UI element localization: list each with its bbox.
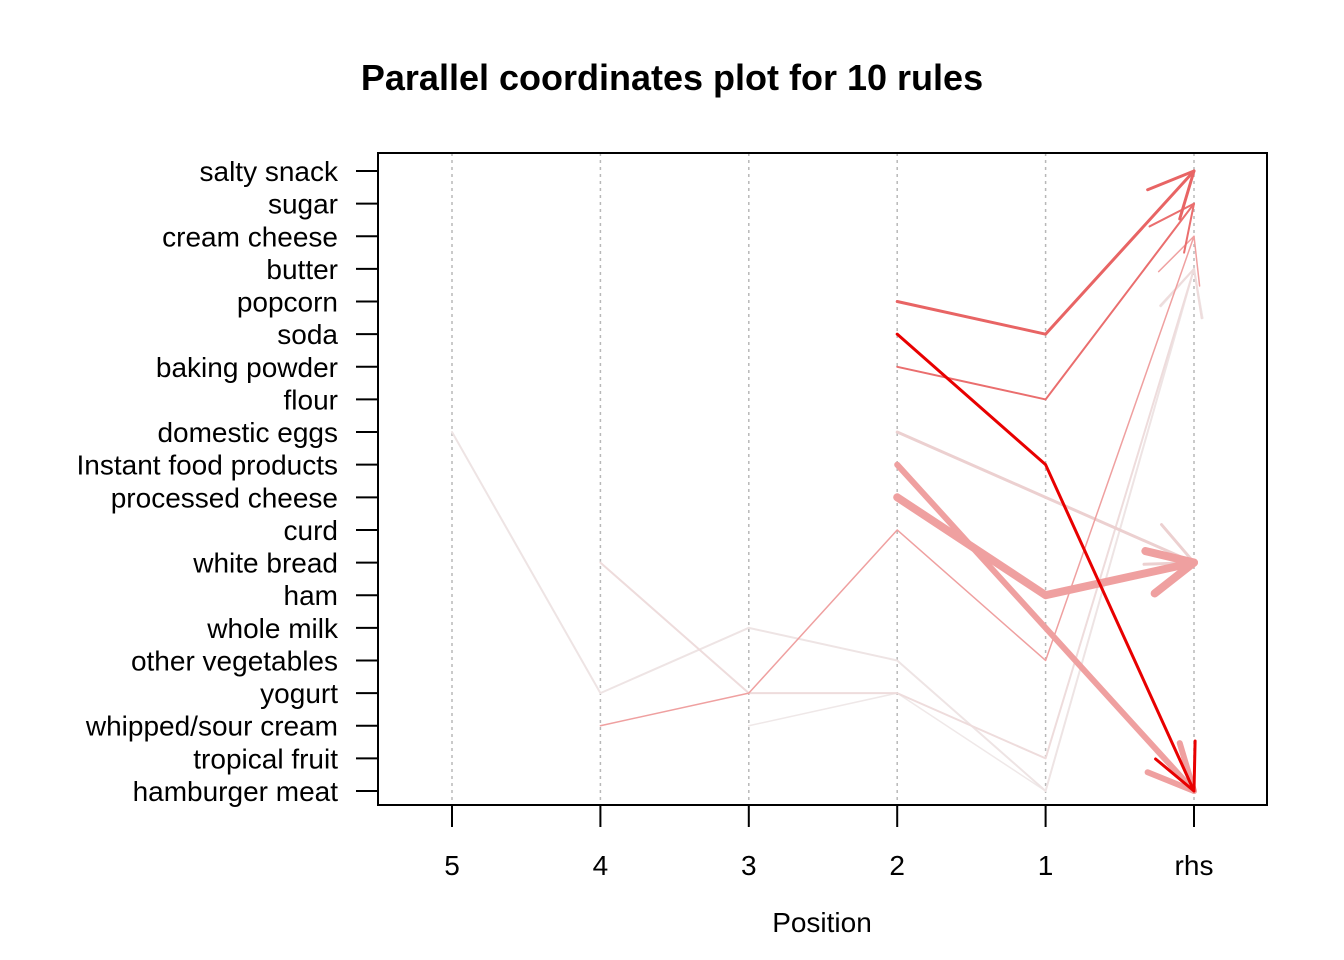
y-tick-label: whipped/sour cream bbox=[85, 711, 338, 742]
y-tick-label: other vegetables bbox=[131, 645, 338, 676]
rule-line bbox=[599, 235, 1195, 727]
rule-line bbox=[895, 430, 1196, 565]
rule-6 bbox=[895, 430, 1196, 566]
y-tick-label: ham bbox=[284, 580, 338, 611]
y-tick-label: salty snack bbox=[200, 156, 339, 187]
rule-arrowhead bbox=[1159, 267, 1203, 320]
x-tick-label: 3 bbox=[741, 850, 757, 881]
y-tick-label: popcorn bbox=[237, 287, 338, 318]
y-tick-label: soda bbox=[277, 319, 338, 350]
rule-line bbox=[895, 169, 1196, 336]
x-tick-label: 2 bbox=[889, 850, 905, 881]
x-tick-label: 1 bbox=[1038, 850, 1054, 881]
y-tick-label: white bread bbox=[192, 548, 338, 579]
grid-lines bbox=[451, 153, 1195, 805]
y-tick-label: tropical fruit bbox=[193, 743, 338, 774]
y-tick-label: curd bbox=[284, 515, 338, 546]
y-tick-label: butter bbox=[266, 254, 338, 285]
rule-9 bbox=[451, 267, 1204, 792]
rule-line bbox=[599, 267, 1195, 760]
rule-arrowhead bbox=[1146, 169, 1196, 221]
rule-3 bbox=[895, 332, 1197, 793]
rule-1 bbox=[895, 169, 1196, 336]
x-tick-label: 4 bbox=[593, 850, 609, 881]
y-tick-label: cream cheese bbox=[162, 221, 338, 252]
x-tick-label: 5 bbox=[444, 850, 460, 881]
chart-title: Parallel coordinates plot for 10 rules bbox=[361, 57, 983, 98]
rule-lines bbox=[451, 169, 1204, 794]
rule-line bbox=[895, 332, 1196, 793]
y-tick-label: flour bbox=[284, 384, 338, 415]
y-tick-label: hamburger meat bbox=[133, 776, 339, 807]
rule-7 bbox=[599, 235, 1201, 727]
rule-line bbox=[748, 268, 1195, 792]
y-tick-label: domestic eggs bbox=[157, 417, 338, 448]
y-tick-label: yogurt bbox=[260, 678, 338, 709]
x-axis: 5 4 3 2 1 rhs bbox=[444, 805, 1213, 881]
plot-frame bbox=[377, 152, 1268, 806]
y-tick-label: Instant food products bbox=[76, 450, 338, 481]
rule-arrowhead bbox=[1157, 235, 1201, 287]
y-tick-label: processed cheese bbox=[111, 482, 338, 513]
y-tick-label: sugar bbox=[268, 189, 338, 220]
rule-arrowhead bbox=[1148, 202, 1195, 254]
rule-arrowhead bbox=[1154, 739, 1197, 793]
x-axis-title: Position bbox=[772, 907, 872, 938]
rule-line bbox=[893, 493, 1198, 600]
rule-10 bbox=[748, 268, 1204, 792]
rule-arrowhead bbox=[1141, 547, 1198, 598]
y-tick-label: whole milk bbox=[206, 613, 339, 644]
x-tick-label: rhs bbox=[1175, 850, 1214, 881]
rule-8 bbox=[599, 267, 1203, 760]
y-tick-label: baking powder bbox=[156, 352, 338, 383]
rule-5 bbox=[893, 493, 1198, 600]
rule-line bbox=[451, 267, 1195, 792]
rule-line bbox=[894, 461, 1197, 794]
